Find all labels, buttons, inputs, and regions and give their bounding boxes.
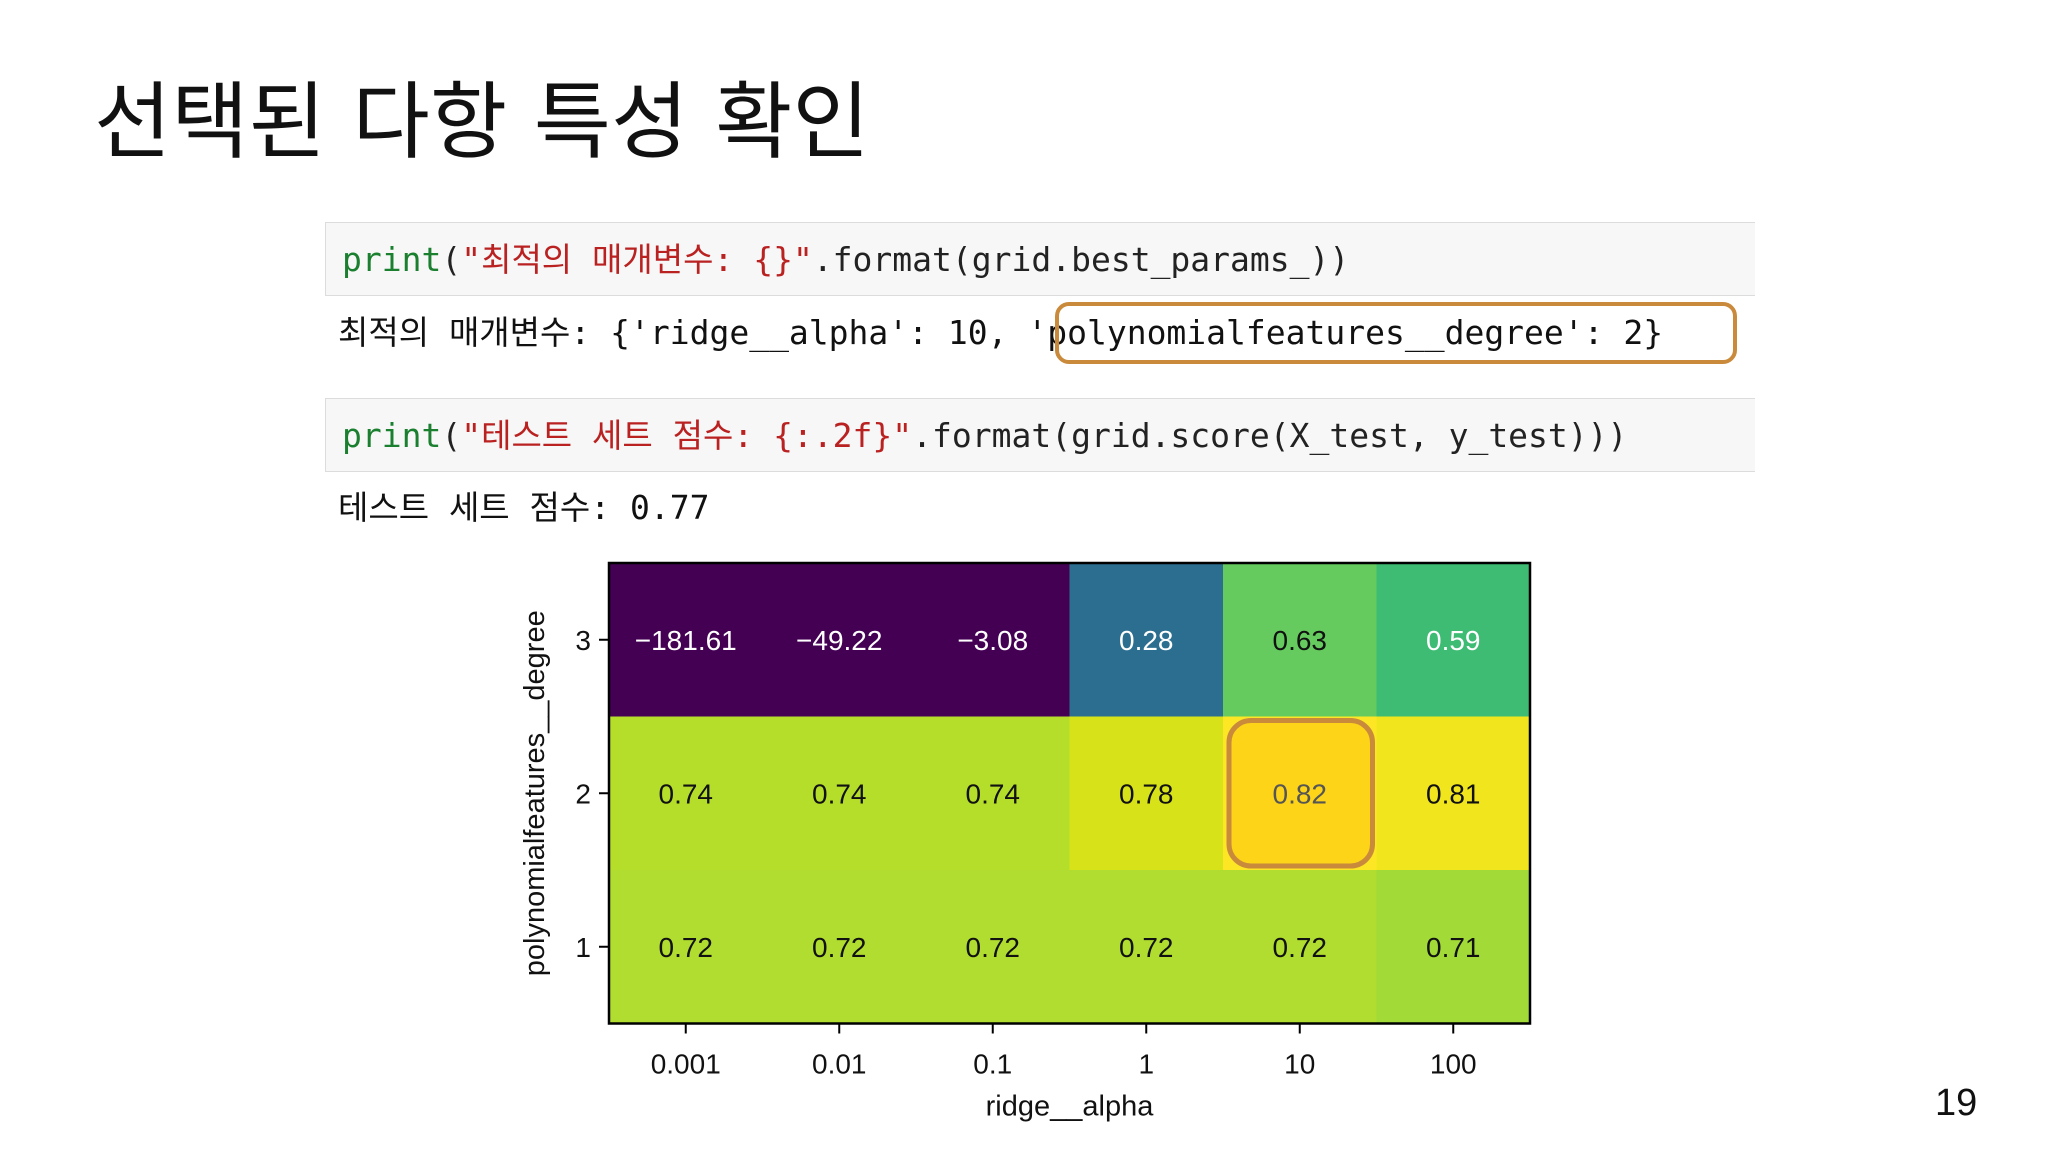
x-tick-label: 0.1	[973, 1049, 1012, 1080]
heatmap-cell	[916, 563, 1070, 717]
y-tick-label: 2	[575, 778, 591, 809]
cell-value-label: −49.22	[796, 625, 882, 656]
x-tick-label: 0.001	[651, 1049, 721, 1080]
heatmap-cell	[1223, 563, 1377, 717]
code-format-string: "최적의 매개변수: {}"	[461, 240, 813, 279]
heatmap-cell	[762, 716, 917, 871]
x-axis-label: ridge__alpha	[986, 1091, 1155, 1123]
heatmap-cell	[1069, 870, 1224, 1024]
code-format-call: .format(grid.best_params_))	[812, 240, 1350, 279]
cell-value-label: 0.72	[1273, 932, 1328, 963]
heatmap-cell	[916, 716, 1070, 871]
code-open-paren: (	[441, 416, 462, 455]
cell-value-label: −3.08	[957, 625, 1028, 656]
cell-value-label: 0.82	[1273, 778, 1328, 809]
heatmap-cell	[609, 716, 763, 871]
cell-value-label: −181.61	[635, 625, 737, 656]
output-best-params-degree: 'polynomialfeatures__degree': 2}	[1027, 313, 1664, 352]
code-cell-test-score[interactable]: print("테스트 세트 점수: {:.2f}".format(grid.sc…	[325, 398, 1755, 472]
cell-value-label: 0.74	[812, 778, 867, 809]
slide-title: 선택된 다항 특성 확인	[94, 73, 870, 171]
cell-value-label: 0.59	[1426, 625, 1481, 656]
cell-value-label: 0.63	[1273, 625, 1328, 656]
cell-value-label: 0.78	[1119, 778, 1174, 809]
y-tick-label: 3	[575, 625, 591, 656]
cell-value-label: 0.81	[1426, 778, 1481, 809]
y-axis-label: polynomialfeatures__degree	[519, 610, 551, 976]
heatmap-cell	[1069, 716, 1224, 871]
heatmap-cell	[1376, 563, 1531, 717]
cell-value-label: 0.28	[1119, 625, 1174, 656]
heatmap-cell	[609, 870, 763, 1024]
highlight-cell-box	[1226, 718, 1375, 869]
cell-value-label: 0.72	[659, 932, 714, 963]
cell-value-label: 0.72	[1119, 932, 1174, 963]
x-tick-label: 0.01	[812, 1049, 867, 1080]
x-tick-label: 10	[1284, 1049, 1315, 1080]
code-format-string: "테스트 세트 점수: {:.2f}"	[461, 416, 913, 455]
cell-value-label: 0.71	[1426, 932, 1481, 963]
heatmap-cell	[762, 563, 917, 717]
output-best-params: 최적의 매개변수: {'ridge__alpha': 10, 'polynomi…	[338, 303, 1663, 363]
code-cell-best-params[interactable]: print("최적의 매개변수: {}".format(grid.best_pa…	[325, 222, 1755, 296]
output-test-score: 테스트 세트 점수: 0.77	[338, 488, 710, 527]
code-print-keyword: print	[342, 416, 442, 455]
output-best-params-prefix: 최적의 매개변수: {'ridge__alpha': 10,	[338, 313, 1028, 352]
code-format-call: .format(grid.score(X_test, y_test)))	[912, 416, 1628, 455]
cell-value-label: 0.74	[966, 778, 1021, 809]
heatmap-cell	[1223, 870, 1377, 1024]
cell-value-label: 0.72	[812, 932, 867, 963]
heatmap-cell	[916, 870, 1070, 1024]
x-tick-label: 100	[1430, 1049, 1477, 1080]
code-open-paren: (	[441, 240, 462, 279]
page-number: 19	[1935, 1082, 1978, 1124]
heatmap-cell	[609, 563, 763, 717]
heatmap-cell	[1376, 870, 1531, 1024]
y-tick-label: 1	[575, 932, 591, 963]
heatmap-cell	[1376, 716, 1531, 871]
degree-highlight-box	[1055, 302, 1737, 364]
heatmap-cell	[762, 870, 917, 1024]
cell-value-label: 0.72	[966, 932, 1021, 963]
cell-value-label: 0.74	[659, 778, 714, 809]
x-tick-label: 1	[1138, 1049, 1154, 1080]
heatmap-cell	[1069, 563, 1224, 717]
code-print-keyword: print	[342, 240, 442, 279]
